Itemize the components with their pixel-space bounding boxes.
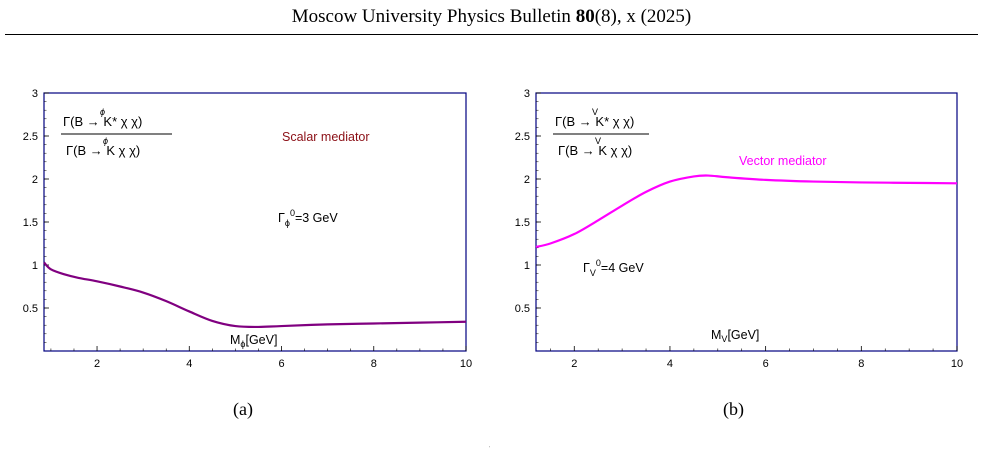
- y-tick-label: 1.5: [515, 217, 530, 229]
- mediator-label: Scalar mediator: [282, 130, 370, 144]
- y-tick-label: 3: [524, 88, 530, 100]
- ratio-label: Γ(B → K* χ χ) V Γ(B → K χ χ) V: [553, 107, 649, 158]
- plot-frame: [535, 92, 958, 352]
- y-tick-label: 0.5: [515, 303, 530, 315]
- chart-scalar-mediator: 2 4 6 8 10 0.5 1 1.5 2 2.5 3 Γ(B → K* χ χ) ϕ Γ(B →…: [23, 88, 472, 370]
- axis-ticks: 2 4 6 8 10 0.5 1 1.5 2 2.5 3: [515, 88, 963, 370]
- header-suffix: (8), x (2025): [594, 6, 692, 27]
- ratio-denominator-sup: V: [595, 136, 601, 146]
- ratio-numerator: Γ(B → K* χ χ): [63, 114, 142, 129]
- x-tick-label: 2: [94, 358, 100, 370]
- header-volume: 80: [575, 6, 595, 27]
- ratio-denominator-sup: ϕ: [103, 136, 108, 146]
- x-tick-label: 10: [951, 358, 963, 370]
- x-tick-label: 6: [763, 358, 769, 370]
- ratio-label: Γ(B → K* χ χ) ϕ Γ(B → K χ χ) ϕ: [61, 107, 172, 158]
- stray-mark: ': [489, 446, 491, 452]
- y-tick-label: 3: [32, 88, 38, 100]
- y-tick-label: 1.5: [23, 217, 38, 229]
- caption-a: (a): [233, 399, 253, 419]
- header-rule: [5, 34, 978, 35]
- width-annotation: ΓV0=4 GeV: [583, 258, 644, 278]
- series-line: [43, 261, 467, 329]
- y-tick-label: 2: [32, 174, 38, 186]
- plot-frame: [43, 92, 467, 352]
- width-annotation: Γϕ0=3 GeV: [278, 208, 338, 228]
- journal-header: Moscow University Physics Bulletin 80(8)…: [0, 6, 983, 28]
- x-tick-label: 4: [186, 358, 192, 370]
- mediator-label: Vector mediator: [739, 154, 827, 168]
- caption-b: (b): [723, 399, 744, 419]
- x-axis-label: MV[GeV]: [711, 328, 759, 344]
- ratio-denominator: Γ(B → K χ χ): [66, 143, 140, 158]
- x-tick-label: 6: [278, 358, 284, 370]
- y-tick-label: 2.5: [23, 131, 38, 143]
- y-tick-label: 1: [524, 260, 530, 272]
- x-tick-label: 8: [371, 358, 377, 370]
- axis-ticks: 2 4 6 8 10 0.5 1 1.5 2 2.5 3: [23, 88, 472, 370]
- y-tick-label: 2.5: [515, 131, 530, 143]
- x-tick-label: 8: [858, 358, 864, 370]
- ratio-denominator: Γ(B → K χ χ): [558, 143, 632, 158]
- y-tick-label: 2: [524, 174, 530, 186]
- series-line: [535, 174, 958, 249]
- y-tick-label: 0.5: [23, 303, 38, 315]
- x-tick-label: 10: [460, 358, 472, 370]
- x-tick-label: 4: [667, 358, 673, 370]
- ratio-numerator-sup: V: [592, 107, 598, 117]
- ratio-numerator: Γ(B → K* χ χ): [555, 114, 634, 129]
- x-tick-label: 2: [571, 358, 577, 370]
- x-axis-label: Mϕ[GeV]: [230, 333, 277, 349]
- chart-vector-mediator: 2 4 6 8 10 0.5 1 1.5 2 2.5 3 Γ(B → K* χ χ) V Γ(B →…: [515, 88, 963, 370]
- y-tick-label: 1: [32, 260, 38, 272]
- header-prefix: Moscow University Physics Bulletin: [291, 6, 576, 27]
- ratio-numerator-sup: ϕ: [100, 107, 105, 117]
